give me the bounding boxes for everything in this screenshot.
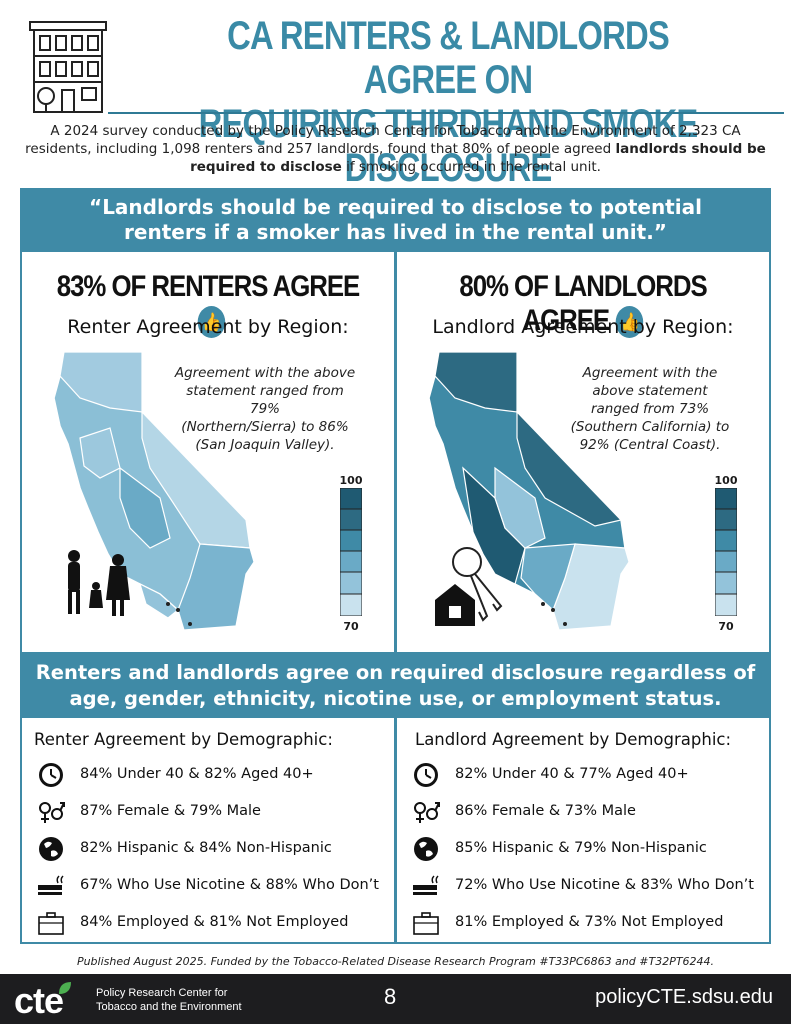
landlords-color-scale (715, 488, 737, 616)
website-link[interactable]: policyCTE.sdsu.edu (595, 986, 773, 1008)
agreement-banner: Renters and landlords agree on required … (20, 654, 771, 718)
intro-paragraph: A 2024 survey conducted by the Policy Re… (20, 122, 771, 176)
renter-demo-nicotine: 67% Who Use Nicotine & 88% Who Don’t (80, 877, 379, 893)
renter-demo-title: Renter Agreement by Demographic: (34, 730, 333, 749)
landlord-demo-nicotine: 72% Who Use Nicotine & 83% Who Don’t (455, 877, 754, 893)
landlord-demo-ethnicity: 85% Hispanic & 79% Non-Hispanic (455, 840, 707, 856)
thumbs-up-icon: 👍 (615, 306, 644, 339)
landlords-scale-min: 70 (718, 620, 734, 633)
california-map-renters (53, 351, 255, 631)
renters-scale-min: 70 (343, 620, 359, 633)
renters-color-scale (340, 488, 362, 616)
landlords-note-line-2: above statement (592, 383, 708, 399)
band-line-1: Renters and landlords agree on required … (35, 661, 756, 684)
agreement-banner-text: Renters and landlords agree on required … (20, 660, 771, 712)
thumbs-up-icon: 👍 (197, 306, 226, 339)
list-item: 87% Female & 79% Male (36, 797, 386, 827)
globe-icon (414, 837, 438, 861)
list-item: 67% Who Use Nicotine & 88% Who Don’t (36, 871, 386, 901)
page-number: 8 (384, 984, 397, 1009)
renters-region-title: Renter Agreement by Region: (67, 316, 349, 338)
landlords-panel: 80% OF LANDLORDS AGREE 👍 Landlord Agreeme… (395, 252, 771, 654)
gender-symbols-icon (414, 802, 440, 823)
renters-note-line-2: statement ranged from 79% (186, 383, 344, 417)
footer: cte Policy Research Center for Tobacco a… (0, 974, 791, 1024)
funding-footnote: Published August 2025. Funded by the Tob… (76, 955, 715, 968)
quote-banner: “Landlords should be required to disclos… (20, 188, 771, 252)
landlords-region-title: Landlord Agreement by Region: (432, 316, 734, 338)
renter-demo-gender: 87% Female & 79% Male (80, 803, 261, 819)
landlords-note-line-1: Agreement with the (582, 365, 718, 381)
landlords-headline-text: 80% OF LANDLORDS AGREE (459, 270, 707, 337)
list-item: 84% Employed & 81% Not Employed (36, 908, 386, 938)
apartment-building-icon (29, 21, 107, 113)
quote-text: “Landlords should be required to disclos… (20, 195, 771, 245)
globe-icon (39, 837, 63, 861)
renters-headline: 83% OF RENTERS AGREE👍 (48, 270, 368, 339)
renters-map-note: Agreement with the above statement range… (170, 364, 360, 454)
landlord-demographic-panel: Landlord Agreement by Demographic: 82% U… (395, 718, 771, 944)
org-line-2: Tobacco and the Environment (96, 1001, 242, 1013)
list-item: 84% Under 40 & 82% Aged 40+ (36, 760, 386, 790)
renters-headline-text: 83% OF RENTERS AGREE (56, 270, 360, 303)
renters-panel: 83% OF RENTERS AGREE👍 Renter Agreement b… (20, 252, 396, 654)
renter-demo-age: 84% Under 40 & 82% Aged 40+ (80, 766, 314, 782)
landlords-note-line-3: ranged from 73% (590, 401, 710, 417)
intro-text-after: if smoking occurred in the rental unit. (341, 159, 601, 175)
clock-icon (414, 763, 438, 787)
renters-scale-max: 100 (339, 474, 363, 487)
renters-note-line-3: (Northern/Sierra) to 86% (181, 419, 349, 435)
org-name: Policy Research Center for Tobacco and t… (96, 986, 242, 1014)
landlords-note-line-5: 92% (Central Coast). (579, 437, 721, 453)
landlords-scale-max: 100 (714, 474, 738, 487)
renters-note-line-1: Agreement with the above (174, 365, 356, 381)
leaf-icon (59, 982, 71, 994)
landlords-map-note: Agreement with the above statement range… (555, 364, 745, 454)
renter-demographic-panel: Renter Agreement by Demographic: 84% Und… (20, 718, 396, 944)
title-line-1: CA RENTERS & LANDLORDS AGREE ON (227, 14, 670, 102)
briefcase-icon (413, 912, 439, 935)
landlords-headline: 80% OF LANDLORDS AGREE 👍 (423, 270, 743, 339)
clock-icon (39, 763, 63, 787)
header: CA RENTERS & LANDLORDS AGREE ON REQUIRIN… (0, 0, 791, 190)
vape-cigarette-icon (413, 875, 439, 895)
list-item: 82% Hispanic & 84% Non-Hispanic (36, 834, 386, 864)
list-item: 85% Hispanic & 79% Non-Hispanic (411, 834, 761, 864)
california-map-landlords (428, 351, 630, 631)
list-item: 82% Under 40 & 77% Aged 40+ (411, 760, 761, 790)
landlord-demo-title: Landlord Agreement by Demographic: (415, 730, 732, 749)
band-line-2: age, gender, ethnicity, nicotine use, or… (69, 687, 722, 710)
briefcase-icon (38, 912, 64, 935)
intro-text-bold: landlords should be required to disclose (190, 141, 766, 175)
list-item: 86% Female & 73% Male (411, 797, 761, 827)
renter-demo-ethnicity: 82% Hispanic & 84% Non-Hispanic (80, 840, 332, 856)
gender-symbols-icon (39, 802, 65, 823)
quote-line-2: renters if a smoker has lived in the ren… (124, 220, 667, 244)
page-title: CA RENTERS & LANDLORDS AGREE ON REQUIRIN… (177, 14, 718, 190)
landlord-demo-gender: 86% Female & 73% Male (455, 803, 636, 819)
title-divider (108, 112, 784, 114)
org-line-1: Policy Research Center for (96, 987, 228, 999)
list-item: 81% Employed & 73% Not Employed (411, 908, 761, 938)
title-line-2: REQUIRING THIRDHAND SMOKE DISCLOSURE (198, 102, 699, 190)
landlord-demo-employment: 81% Employed & 73% Not Employed (455, 914, 724, 930)
cte-logo: cte (14, 980, 64, 1021)
renter-demo-employment: 84% Employed & 81% Not Employed (80, 914, 349, 930)
landlord-demo-age: 82% Under 40 & 77% Aged 40+ (455, 766, 689, 782)
landlords-note-line-4: (Southern California) to (570, 419, 730, 435)
vape-cigarette-icon (38, 875, 64, 895)
quote-line-1: “Landlords should be required to disclos… (89, 195, 702, 219)
renters-note-line-4: (San Joaquin Valley). (195, 437, 335, 453)
intro-text-before: A 2024 survey conducted by the Policy Re… (25, 123, 741, 157)
list-item: 72% Who Use Nicotine & 83% Who Don’t (411, 871, 761, 901)
